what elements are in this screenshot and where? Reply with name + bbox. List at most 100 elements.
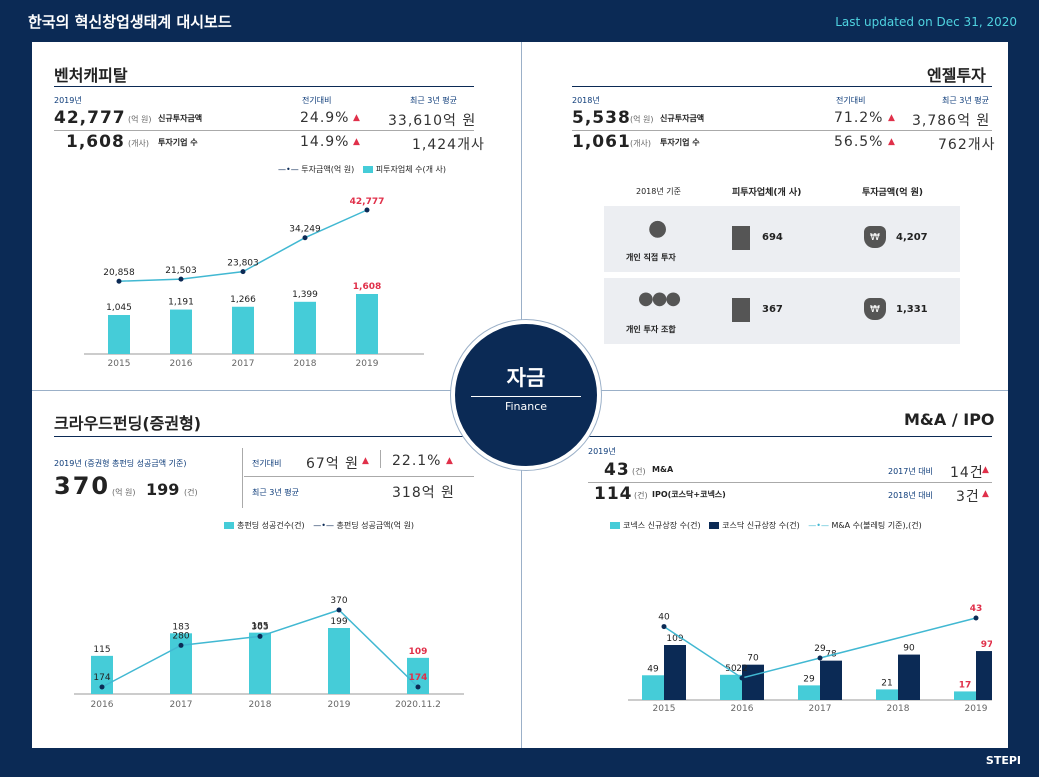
crowd-legend-bar: 총펀딩 성공건수(건) (237, 521, 305, 530)
vc-chart: 1,045 2015 1,191 2016 1,266 2017 1,399 2018 1,60… (84, 197, 424, 369)
line-point (364, 207, 370, 213)
bar-data-label: 90 (903, 644, 915, 654)
mna-ipo-cmp: 3건 (956, 489, 980, 505)
crowd-avg-value: 318억 원 (392, 485, 455, 501)
mna-ma-cmp: 14건 (950, 465, 984, 481)
bar (720, 674, 742, 700)
x-tick-label: 2016 (731, 704, 754, 714)
vc-legend-bar: 피투자업체 수(개 사) (375, 165, 446, 174)
bar-data-label: 70 (747, 654, 759, 664)
mna-legend-a: 코넥스 신규상장 수(건) (623, 521, 701, 530)
up-arrow-icon: ▲ (982, 489, 989, 499)
line-point (178, 642, 184, 648)
crowd-count-unit: (건) (184, 488, 198, 497)
crowd-avg-label: 최근 3년 평균 (252, 488, 299, 497)
bar (642, 675, 664, 700)
line-point (302, 235, 308, 241)
mna-ma-value: 43 (604, 460, 630, 480)
angel-table-col1: 피투자업체(개 사) (732, 188, 802, 198)
angel-row-companies: 694 (762, 232, 783, 243)
bar (170, 633, 192, 694)
mna-chart: 4910920155070201629782017219020181797201… (628, 604, 992, 714)
line-data-label: 21,503 (165, 266, 197, 276)
crowd-yoy-divider (380, 450, 381, 468)
crowd-chart: 115 2016 183 2017 185 2018 199 2019 109 2020.11.2… (74, 596, 464, 710)
x-tick-label: 2018 (249, 700, 272, 710)
up-arrow-icon: ▲ (353, 113, 360, 123)
angel-yoy-header: 전기대비 (836, 96, 866, 105)
vc-investment-unit: (억 원) (128, 115, 152, 124)
line-data-label: 20,858 (103, 268, 135, 278)
vc-companies-value: 1,608 (66, 132, 125, 152)
bar (976, 651, 992, 700)
line-data-label: 29 (814, 644, 826, 654)
money-bag-icon: ₩ (864, 298, 886, 320)
center-title: 자금 (506, 366, 546, 390)
bar (820, 660, 842, 700)
vc-companies-unit: (개사) (128, 139, 149, 148)
x-tick-label: 2019 (356, 359, 379, 369)
up-arrow-icon: ▲ (446, 456, 453, 466)
bar-data-label: 50 (725, 664, 737, 674)
bar-data-label: 29 (803, 674, 815, 684)
investor-person-icon: ● (648, 216, 668, 241)
last-updated: Last updated on Dec 31, 2020 (835, 15, 1017, 29)
mna-legend: 코넥스 신규상장 수(건) 코스닥 신규상장 수(건) —•— M&A 수(볼레… (610, 520, 922, 531)
x-tick-label: 2019 (965, 704, 988, 714)
bar-data-label: 1,608 (353, 282, 381, 292)
center-divider (471, 396, 581, 397)
angel-title: 엔젤투자 (927, 66, 986, 85)
line-point (739, 675, 745, 681)
crowd-legend-line: 총펀딩 성공금액(억 원) (336, 521, 415, 530)
vc-investment-value: 42,777 (54, 108, 126, 128)
line-data-label: 40 (658, 613, 670, 623)
vc-companies-label: 투자기업 수 (158, 138, 198, 147)
bar-data-label: 17 (959, 680, 972, 690)
bar (798, 685, 820, 700)
bar (356, 294, 378, 354)
mna-ma-label: M&A (652, 465, 674, 474)
bar (108, 315, 130, 354)
line-data-label: 43 (970, 604, 983, 614)
bar (407, 657, 429, 694)
building-icon (732, 226, 750, 250)
vc-investment-label: 신규투자금액 (158, 114, 203, 123)
x-tick-label: 2017 (170, 700, 193, 710)
mna-legend-b: 코스닥 신규상장 수(건) (722, 521, 800, 530)
crowd-count: 199 (146, 480, 180, 499)
bar (328, 628, 350, 694)
up-arrow-icon: ▲ (888, 113, 895, 123)
angel-avg-header: 최근 3년 평균 (942, 96, 989, 105)
line-marker-icon: —•— (278, 165, 299, 174)
angel-companies-label: 투자기업 수 (660, 138, 700, 147)
bar-data-label: 183 (172, 622, 189, 632)
x-tick-label: 2020.11.2 (395, 700, 441, 710)
line-data-label: 23,803 (227, 259, 259, 269)
angel-investment-label: 신규투자금액 (660, 114, 705, 123)
line-data-label: 34,249 (289, 225, 321, 235)
vc-legend: —•— 투자금액(억 원) 피투자업체 수(개 사) (278, 164, 446, 175)
line-point (336, 607, 342, 613)
line-data-label: 42,777 (350, 197, 385, 207)
money-bag-icon: ₩ (864, 226, 886, 248)
bar-data-label: 199 (330, 617, 347, 627)
crowd-yoy-amount: 67억 원 (306, 456, 360, 472)
angel-row-label: 개인 직접 투자 (626, 253, 676, 262)
line-data-label: 22 (736, 664, 747, 674)
bar (664, 645, 686, 700)
vc-avg-header: 최근 3년 평균 (410, 96, 457, 105)
up-arrow-icon: ▲ (982, 465, 989, 475)
angel-companies-unit: (개사) (630, 139, 651, 148)
bar (249, 632, 271, 694)
angel-year: 2018년 (572, 96, 600, 105)
crowd-amount: 370 (54, 472, 111, 500)
angel-row-amount: 4,207 (896, 232, 928, 243)
up-arrow-icon: ▲ (353, 137, 360, 147)
bar-data-label: 1,399 (292, 290, 318, 300)
angel-row-amount: 1,331 (896, 304, 928, 315)
angel-row-divider (572, 130, 992, 131)
crowd-divider (242, 448, 243, 508)
vc-investment-avg: 33,610억 원 (388, 113, 477, 129)
angel-investment-yoy: 71.2% (834, 110, 884, 126)
crowd-yoy-pct: 22.1% (392, 453, 442, 469)
